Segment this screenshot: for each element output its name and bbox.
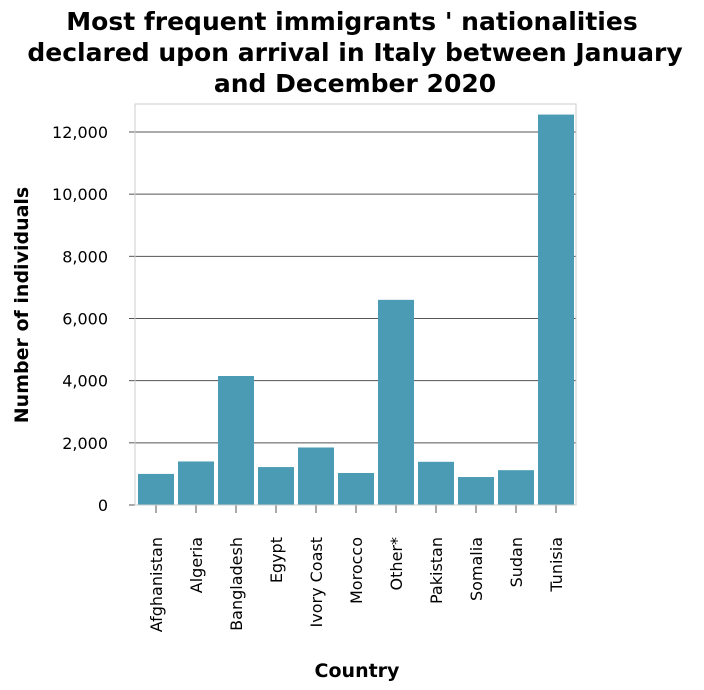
bar-somalia xyxy=(458,477,494,505)
bars xyxy=(138,114,574,505)
x-tick-label: Pakistan xyxy=(427,537,446,604)
x-tick-label: Tunisia xyxy=(547,537,566,593)
bar-pakistan xyxy=(418,461,454,505)
chart-title: Most frequent immigrants ' nationalities… xyxy=(27,7,682,98)
chart-title-line-2: declared upon arrival in Italy between J… xyxy=(27,38,682,67)
y-tick-label: 4,000 xyxy=(62,372,108,391)
y-axis: 0 2,000 4,000 6,000 8,000 10,000 12,000 xyxy=(52,123,135,515)
x-tick-label: Algeria xyxy=(187,537,206,593)
x-tick-label: Somalia xyxy=(467,537,486,601)
y-tick-label: 0 xyxy=(98,496,108,515)
y-tick-label: 2,000 xyxy=(62,434,108,453)
bar-sudan xyxy=(498,470,534,505)
bar-tunisia xyxy=(538,114,574,505)
bar-algeria xyxy=(178,461,214,505)
y-axis-title: Number of individuals xyxy=(11,187,33,423)
x-tick-label: Morocco xyxy=(347,537,366,604)
x-tick-label: Ivory Coast xyxy=(307,537,326,627)
bar-other xyxy=(378,299,414,505)
grid-lines xyxy=(135,131,576,444)
x-tick-label: Afghanistan xyxy=(147,537,166,632)
chart-title-line-3: and December 2020 xyxy=(214,69,496,98)
x-axis: Afghanistan Algeria Bangladesh Egypt Ivory C… xyxy=(147,505,566,632)
y-tick-label: 10,000 xyxy=(52,185,108,204)
chart-title-line-1: Most frequent immigrants ' nationalities xyxy=(66,7,637,36)
bar-egypt xyxy=(258,467,294,505)
y-tick-label: 12,000 xyxy=(52,123,108,142)
plot-frame xyxy=(134,103,577,506)
x-tick-label: Other* xyxy=(387,537,406,590)
x-tick-label: Bangladesh xyxy=(227,537,246,631)
bar-morocco xyxy=(338,472,374,505)
x-tick-label: Sudan xyxy=(507,537,526,587)
y-tick-label: 6,000 xyxy=(62,309,108,328)
y-tick-label: 8,000 xyxy=(62,247,108,266)
bar-ivory-coast xyxy=(298,447,334,505)
x-tick-label: Egypt xyxy=(267,537,286,583)
x-axis-title: Country xyxy=(315,660,401,682)
bar-bangladesh xyxy=(218,375,254,505)
bar-afghanistan xyxy=(138,473,174,505)
